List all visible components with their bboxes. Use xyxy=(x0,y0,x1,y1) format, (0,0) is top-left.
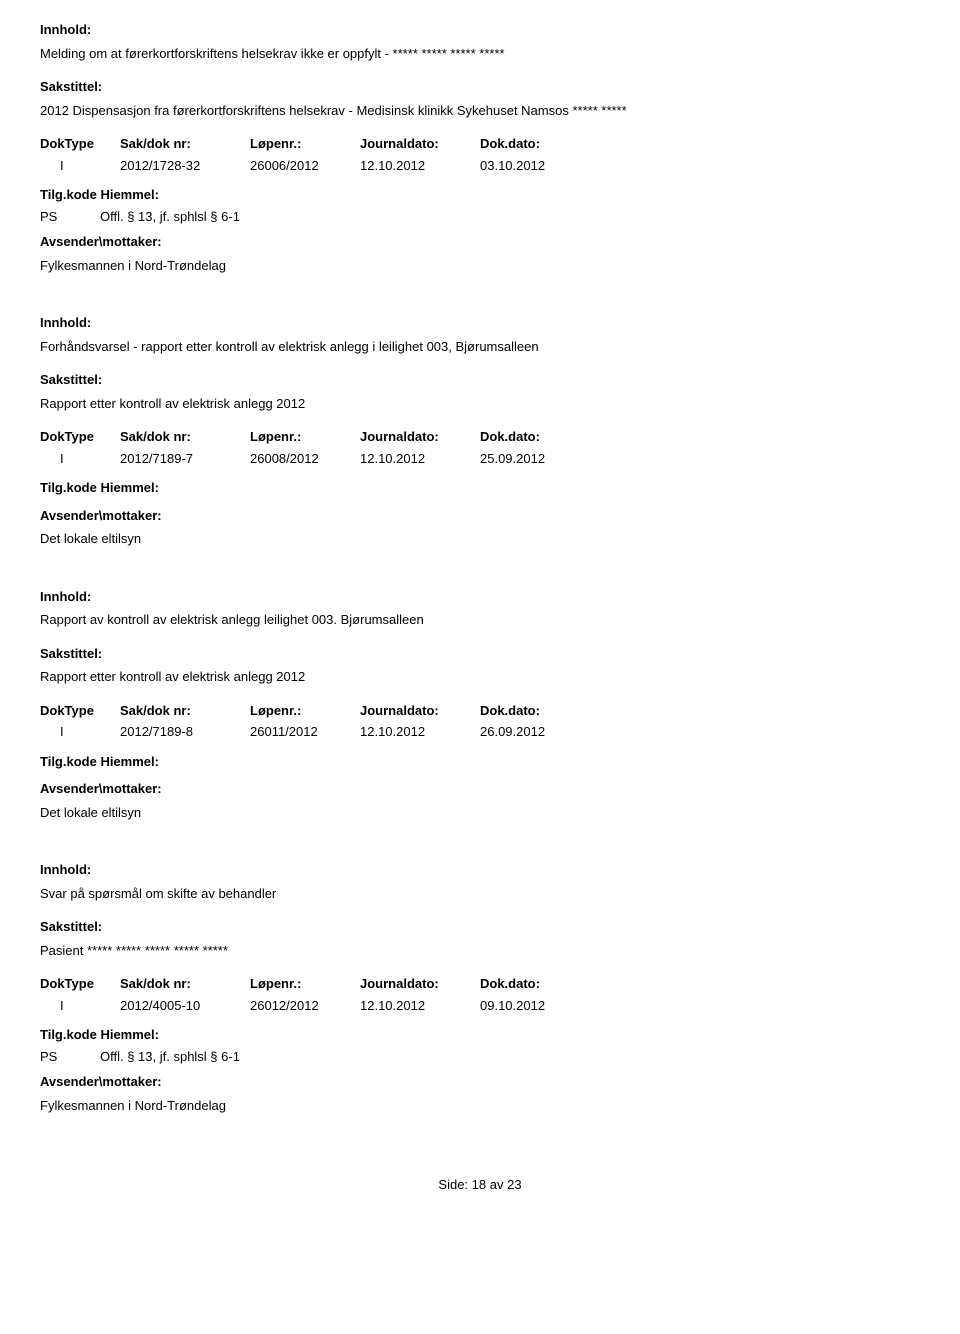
value-sakdoknr: 2012/7189-7 xyxy=(120,449,250,469)
header-doktype: DokType xyxy=(40,134,120,154)
hiemmel-label: Hiemmel: xyxy=(100,1027,159,1042)
header-dokdato: Dok.dato: xyxy=(480,701,600,721)
tilgkode-hiemmel-label: Tilg.kode Hiemmel: xyxy=(40,1025,920,1045)
value-sakdoknr: 2012/7189-8 xyxy=(120,722,250,742)
avsender-label: Avsender\mottaker: xyxy=(40,779,920,799)
header-journaldato: Journaldato: xyxy=(360,974,480,994)
tilgcode-value: PS xyxy=(40,1047,100,1067)
page-footer: Side: 18 av 23 xyxy=(40,1175,920,1195)
header-doktype: DokType xyxy=(40,974,120,994)
header-lopenr: Løpenr.: xyxy=(250,427,360,447)
avsender-value: Det lokale eltilsyn xyxy=(40,803,920,823)
hiemmel-label: Hiemmel: xyxy=(100,480,159,495)
journal-entry: Innhold: Rapport av kontroll av elektrisk… xyxy=(40,587,920,823)
tilgkode-label: Tilg.kode xyxy=(40,754,97,769)
value-doktype: I xyxy=(40,722,120,742)
header-sakdoknr: Sak/dok nr: xyxy=(120,427,250,447)
innhold-value: Melding om at førerkortforskriftens hels… xyxy=(40,44,920,64)
avsender-value: Fylkesmannen i Nord-Trøndelag xyxy=(40,1096,920,1116)
hiemmel-label: Hiemmel: xyxy=(100,754,159,769)
header-journaldato: Journaldato: xyxy=(360,427,480,447)
table-header-row: DokTypeSak/dok nr:Løpenr.:Journaldato:Do… xyxy=(40,701,920,721)
sakstittel-label: Sakstittel: xyxy=(40,370,920,390)
journal-entry: Innhold: Melding om at førerkortforskrift… xyxy=(40,20,920,275)
innhold-value: Forhåndsvarsel - rapport etter kontroll … xyxy=(40,337,920,357)
tilgkode-hiemmel-label: Tilg.kode Hiemmel: xyxy=(40,752,920,772)
header-doktype: DokType xyxy=(40,427,120,447)
value-doktype: I xyxy=(40,996,120,1016)
innhold-value: Svar på spørsmål om skifte av behandler xyxy=(40,884,920,904)
header-dokdato: Dok.dato: xyxy=(480,134,600,154)
page-sep: av xyxy=(490,1177,504,1192)
header-dokdato: Dok.dato: xyxy=(480,427,600,447)
value-dokdato: 26.09.2012 xyxy=(480,722,600,742)
journal-entry: Innhold: Svar på spørsmål om skifte av be… xyxy=(40,860,920,1115)
value-doktype: I xyxy=(40,449,120,469)
side-label: Side: xyxy=(438,1177,468,1192)
header-sakdoknr: Sak/dok nr: xyxy=(120,134,250,154)
tilgkode-hiemmel-label: Tilg.kode Hiemmel: xyxy=(40,185,920,205)
value-lopenr: 26006/2012 xyxy=(250,156,360,176)
avsender-label: Avsender\mottaker: xyxy=(40,232,920,252)
sakstittel-value: Pasient ***** ***** ***** ***** ***** xyxy=(40,941,920,961)
hiemmel-label: Hiemmel: xyxy=(100,187,159,202)
journal-entry: Innhold: Forhåndsvarsel - rapport etter k… xyxy=(40,313,920,549)
innhold-label: Innhold: xyxy=(40,313,920,333)
tilgkode-label: Tilg.kode xyxy=(40,1027,97,1042)
innhold-label: Innhold: xyxy=(40,20,920,40)
tilgcode-value: PS xyxy=(40,207,100,227)
value-journaldato: 12.10.2012 xyxy=(360,996,480,1016)
page-total: 23 xyxy=(507,1177,521,1192)
avsender-label: Avsender\mottaker: xyxy=(40,506,920,526)
hiemmel-value: Offl. § 13, jf. sphlsl § 6-1 xyxy=(100,207,240,227)
value-dokdato: 25.09.2012 xyxy=(480,449,600,469)
table-data-row: I2012/7189-726008/201212.10.201225.09.20… xyxy=(40,449,920,469)
header-sakdoknr: Sak/dok nr: xyxy=(120,974,250,994)
value-dokdato: 03.10.2012 xyxy=(480,156,600,176)
header-lopenr: Løpenr.: xyxy=(250,134,360,154)
sakstittel-value: Rapport etter kontroll av elektrisk anle… xyxy=(40,667,920,687)
value-sakdoknr: 2012/4005-10 xyxy=(120,996,250,1016)
value-doktype: I xyxy=(40,156,120,176)
header-lopenr: Løpenr.: xyxy=(250,701,360,721)
sakstittel-value: Rapport etter kontroll av elektrisk anle… xyxy=(40,394,920,414)
sakstittel-label: Sakstittel: xyxy=(40,917,920,937)
tilgkode-row: PSOffl. § 13, jf. sphlsl § 6-1 xyxy=(40,1047,920,1067)
table-header-row: DokTypeSak/dok nr:Løpenr.:Journaldato:Do… xyxy=(40,427,920,447)
table-data-row: I2012/7189-826011/201212.10.201226.09.20… xyxy=(40,722,920,742)
header-lopenr: Løpenr.: xyxy=(250,974,360,994)
avsender-label: Avsender\mottaker: xyxy=(40,1072,920,1092)
value-lopenr: 26012/2012 xyxy=(250,996,360,1016)
innhold-value: Rapport av kontroll av elektrisk anlegg … xyxy=(40,610,920,630)
avsender-value: Fylkesmannen i Nord-Trøndelag xyxy=(40,256,920,276)
sakstittel-value: 2012 Dispensasjon fra førerkortforskrift… xyxy=(40,101,920,121)
tilgkode-row: PSOffl. § 13, jf. sphlsl § 6-1 xyxy=(40,207,920,227)
tilgkode-label: Tilg.kode xyxy=(40,480,97,495)
table-data-row: I2012/1728-3226006/201212.10.201203.10.2… xyxy=(40,156,920,176)
table-header-row: DokTypeSak/dok nr:Løpenr.:Journaldato:Do… xyxy=(40,974,920,994)
table-header-row: DokTypeSak/dok nr:Løpenr.:Journaldato:Do… xyxy=(40,134,920,154)
value-dokdato: 09.10.2012 xyxy=(480,996,600,1016)
hiemmel-value: Offl. § 13, jf. sphlsl § 6-1 xyxy=(100,1047,240,1067)
header-dokdato: Dok.dato: xyxy=(480,974,600,994)
tilgkode-label: Tilg.kode xyxy=(40,187,97,202)
sakstittel-label: Sakstittel: xyxy=(40,77,920,97)
header-sakdoknr: Sak/dok nr: xyxy=(120,701,250,721)
value-journaldato: 12.10.2012 xyxy=(360,156,480,176)
sakstittel-label: Sakstittel: xyxy=(40,644,920,664)
value-sakdoknr: 2012/1728-32 xyxy=(120,156,250,176)
innhold-label: Innhold: xyxy=(40,860,920,880)
innhold-label: Innhold: xyxy=(40,587,920,607)
value-journaldato: 12.10.2012 xyxy=(360,722,480,742)
header-journaldato: Journaldato: xyxy=(360,701,480,721)
value-lopenr: 26011/2012 xyxy=(250,722,360,742)
avsender-value: Det lokale eltilsyn xyxy=(40,529,920,549)
value-lopenr: 26008/2012 xyxy=(250,449,360,469)
value-journaldato: 12.10.2012 xyxy=(360,449,480,469)
header-journaldato: Journaldato: xyxy=(360,134,480,154)
table-data-row: I2012/4005-1026012/201212.10.201209.10.2… xyxy=(40,996,920,1016)
page-current: 18 xyxy=(472,1177,486,1192)
header-doktype: DokType xyxy=(40,701,120,721)
tilgkode-hiemmel-label: Tilg.kode Hiemmel: xyxy=(40,478,920,498)
